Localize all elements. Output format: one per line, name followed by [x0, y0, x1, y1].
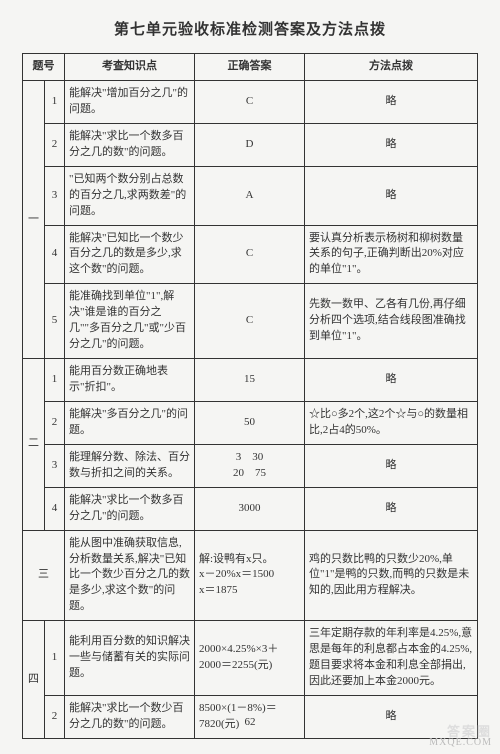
tip-cell: 先数一数甲、乙各有几份,再仔细分析四个选项,结合线段图准确找到单位"1"。	[305, 284, 478, 359]
ans-cell: D	[195, 123, 305, 166]
kp-cell: 能解决"求比一个数多百分之几的数"的问题。	[65, 123, 195, 166]
table-row: 2 能解决"多百分之几"的问题。 50 ☆比○多2个,这2个☆与○的数量相比,2…	[23, 401, 478, 444]
sub-num: 1	[45, 621, 65, 696]
tip-cell: 三年定期存款的年利率是4.25%,意思是每年的利息都占本金的4.25%,题目要求…	[305, 621, 478, 696]
sub-num: 2	[45, 401, 65, 444]
th-num: 题号	[23, 54, 65, 81]
header-row: 题号 考查知识点 正确答案 方法点拨	[23, 54, 478, 81]
ans-cell: 解:设鸭有x只。 x－20%x＝1500 x＝1875	[195, 530, 305, 621]
kp-cell: 能准确找到单位"1",解决"谁是谁的百分之几""多百分之几"或"少百分之几"的问…	[65, 284, 195, 359]
kp-cell: 能从图中准确获取信息,分析数量关系,解决"已知比一个数少百分之几的数是多少,求这…	[65, 530, 195, 621]
table-row: 3 能理解分数、除法、百分数与折扣之间的关系。 3 30 20 75 略	[23, 444, 478, 487]
table-row: 三 能从图中准确获取信息,分析数量关系,解决"已知比一个数少百分之几的数是多少,…	[23, 530, 478, 621]
page-title: 第七单元验收标准检测答案及方法点拨	[22, 18, 478, 39]
ans-cell: 15	[195, 359, 305, 402]
table-row: 4 能解决"求比一个数多百分之几"的问题。 3000 略	[23, 487, 478, 530]
tip-cell: 略	[305, 166, 478, 225]
table-row: 4 能解决"已知比一个数少百分之几的数是多少,求这个数"的问题。 C 要认真分析…	[23, 225, 478, 284]
tip-cell: 鸡的只数比鸭的只数少20%,单位"1"是鸭的只数,而鸭的只数是未知的,因此用方程…	[305, 530, 478, 621]
watermark-url: MXQE.COM	[429, 737, 492, 748]
group-label: 三	[23, 530, 65, 621]
table-row: 四 1 能利用百分数的知识解决一些与储蓄有关的实际问题。 2000×4.25%×…	[23, 621, 478, 696]
table-row: 二 1 能用百分数正确地表示"折扣"。 15 略	[23, 359, 478, 402]
kp-cell: 能利用百分数的知识解决一些与储蓄有关的实际问题。	[65, 621, 195, 696]
ans-cell: C	[195, 225, 305, 284]
sub-num: 1	[45, 359, 65, 402]
group-label: 二	[23, 359, 45, 531]
table-row: 一 1 能解决"增加百分之几"的问题。 C 略	[23, 80, 478, 123]
ans-cell: 3000	[195, 487, 305, 530]
th-ans: 正确答案	[195, 54, 305, 81]
tip-cell: 略	[305, 80, 478, 123]
sub-num: 4	[45, 487, 65, 530]
kp-cell: 能用百分数正确地表示"折扣"。	[65, 359, 195, 402]
tip-cell: ☆比○多2个,这2个☆与○的数量相比,2占4的50%。	[305, 401, 478, 444]
sub-num: 3	[45, 166, 65, 225]
answer-table: 题号 考查知识点 正确答案 方法点拨 一 1 能解决"增加百分之几"的问题。 C…	[22, 53, 478, 739]
kp-cell: 能解决"已知比一个数少百分之几的数是多少,求这个数"的问题。	[65, 225, 195, 284]
kp-cell: 能解决"多百分之几"的问题。	[65, 401, 195, 444]
ans-cell: C	[195, 284, 305, 359]
th-tip: 方法点拨	[305, 54, 478, 81]
sub-num: 3	[45, 444, 65, 487]
kp-cell: 能理解分数、除法、百分数与折扣之间的关系。	[65, 444, 195, 487]
th-kp: 考查知识点	[65, 54, 195, 81]
kp-cell: 能解决"求比一个数多百分之几"的问题。	[65, 487, 195, 530]
sub-num: 2	[45, 123, 65, 166]
table-row: 3 "已知两个数分别占总数的百分之几,求两数差"的问题。 A 略	[23, 166, 478, 225]
sub-num: 4	[45, 225, 65, 284]
tip-cell: 略	[305, 359, 478, 402]
tip-cell: 略	[305, 444, 478, 487]
kp-cell: 能解决"增加百分之几"的问题。	[65, 80, 195, 123]
ans-cell: 2000×4.25%×3＋2000＝2255(元)	[195, 621, 305, 696]
tip-cell: 略	[305, 123, 478, 166]
ans-cell: 3 30 20 75	[195, 444, 305, 487]
page-number: 62	[0, 716, 500, 728]
ans-cell: A	[195, 166, 305, 225]
group-label: 一	[23, 80, 45, 358]
ans-cell: C	[195, 80, 305, 123]
tip-cell: 要认真分析表示杨树和柳树数量关系的句子,正确判断出20%对应的单位"1"。	[305, 225, 478, 284]
sub-num: 1	[45, 80, 65, 123]
table-row: 5 能准确找到单位"1",解决"谁是谁的百分之几""多百分之几"或"少百分之几"…	[23, 284, 478, 359]
ans-cell: 50	[195, 401, 305, 444]
kp-cell: "已知两个数分别占总数的百分之几,求两数差"的问题。	[65, 166, 195, 225]
tip-cell: 略	[305, 487, 478, 530]
table-row: 2 能解决"求比一个数多百分之几的数"的问题。 D 略	[23, 123, 478, 166]
sub-num: 5	[45, 284, 65, 359]
